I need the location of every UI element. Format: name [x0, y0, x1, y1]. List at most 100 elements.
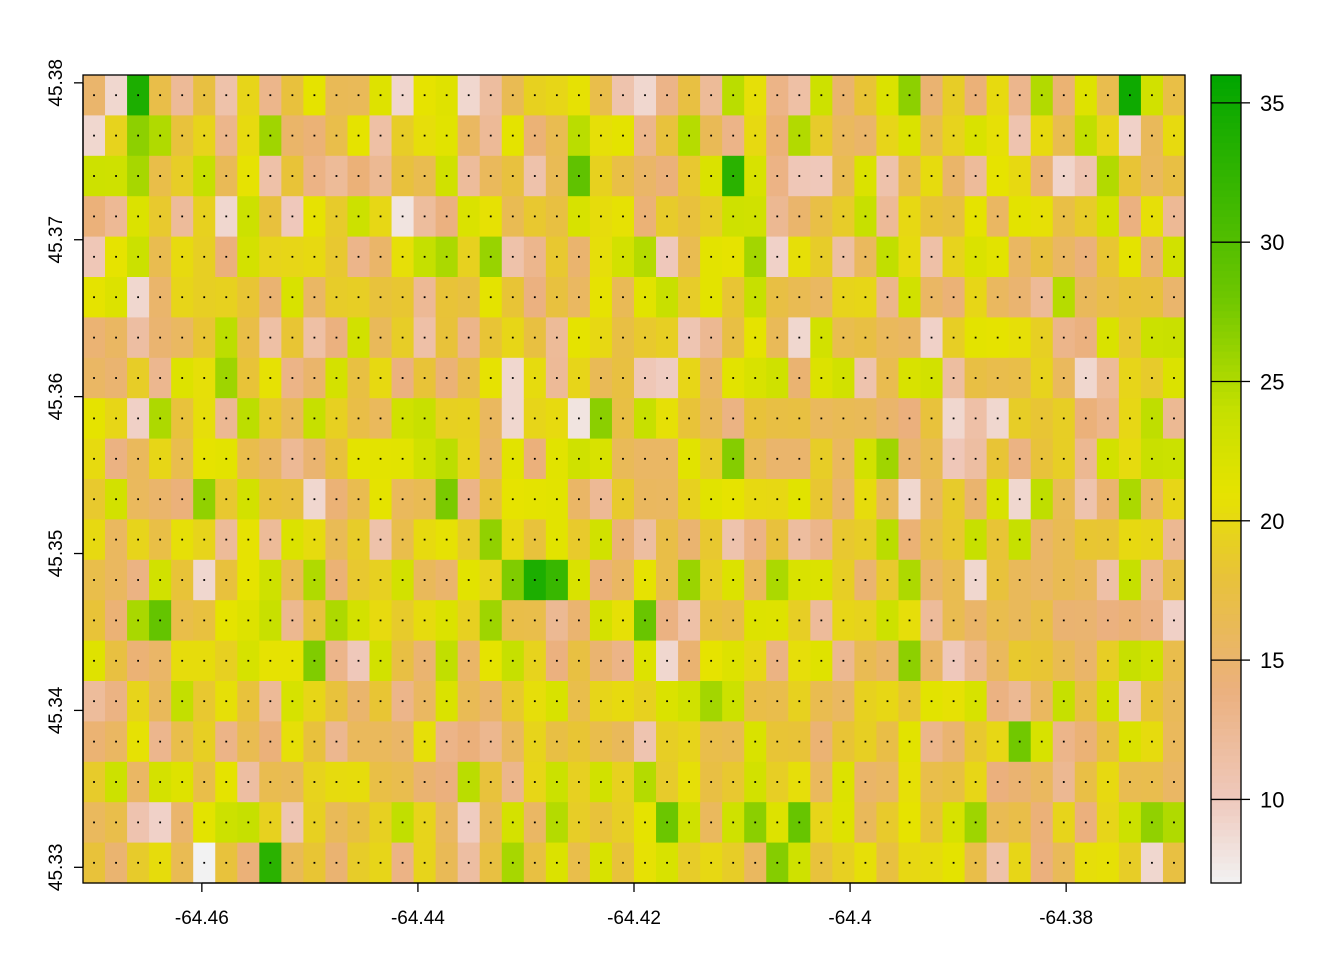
cell-center-dot	[115, 336, 117, 339]
cell-center-dot	[798, 94, 801, 97]
cell-center-dot	[115, 538, 117, 541]
cell-center-dot	[996, 861, 999, 864]
cell-center-dot	[776, 498, 779, 501]
cell-center-dot	[1084, 781, 1087, 783]
cell-center-dot	[335, 134, 338, 137]
cell-center-dot	[1173, 740, 1175, 743]
cell-center-dot	[1084, 457, 1087, 460]
cell-center-dot	[600, 538, 602, 541]
cell-center-dot	[930, 659, 933, 662]
cell-center-dot	[996, 700, 999, 703]
cell-center-dot	[401, 417, 404, 420]
legend-color-step	[1211, 404, 1241, 413]
cell-center-dot	[1106, 94, 1109, 97]
cell-center-dot	[489, 457, 492, 460]
cell-center-dot	[820, 619, 823, 622]
cell-center-dot	[357, 94, 360, 97]
cell-center-dot	[578, 417, 580, 420]
cell-center-dot	[225, 336, 228, 339]
cell-center-dot	[379, 134, 382, 137]
cell-center-dot	[401, 538, 404, 541]
cell-center-dot	[952, 538, 955, 541]
cell-center-dot	[555, 457, 558, 460]
cell-center-dot	[710, 457, 713, 460]
cell-center-dot	[467, 498, 470, 501]
cell-center-dot	[578, 175, 580, 177]
cell-center-dot	[820, 296, 823, 299]
cell-center-dot	[203, 94, 206, 97]
cell-center-dot	[1084, 579, 1087, 581]
legend-color-step	[1211, 485, 1241, 494]
cell-center-dot	[1084, 538, 1087, 541]
cell-center-dot	[93, 861, 95, 864]
cell-center-dot	[137, 579, 139, 581]
cell-center-dot	[864, 215, 867, 218]
cell-center-dot	[423, 700, 426, 703]
cell-center-dot	[401, 255, 404, 258]
cell-center-dot	[1018, 134, 1021, 137]
cell-center-dot	[996, 538, 999, 541]
cell-center-dot	[1129, 175, 1131, 177]
cell-center-dot	[842, 659, 845, 662]
cell-center-dot	[974, 215, 977, 218]
cell-center-dot	[1151, 861, 1153, 864]
cell-center-dot	[93, 740, 95, 743]
cell-center-dot	[159, 134, 162, 137]
legend-color-step	[1211, 694, 1241, 702]
cell-center-dot	[401, 861, 404, 864]
cell-center-dot	[1106, 659, 1109, 662]
cell-center-dot	[732, 417, 735, 420]
cell-center-dot	[974, 417, 977, 420]
cell-center-dot	[1018, 377, 1021, 379]
cell-center-dot	[467, 700, 470, 703]
cell-center-dot	[820, 821, 823, 824]
cell-center-dot	[776, 457, 779, 460]
cell-center-dot	[247, 659, 250, 662]
cell-center-dot	[159, 740, 162, 743]
cell-center-dot	[291, 781, 294, 783]
legend-color-step	[1211, 189, 1241, 197]
cell-center-dot	[908, 700, 911, 703]
cell-center-dot	[798, 377, 801, 379]
cell-center-dot	[357, 296, 360, 299]
cell-center-dot	[974, 296, 977, 299]
cell-center-dot	[688, 377, 690, 379]
cell-center-dot	[952, 417, 955, 420]
cell-center-dot	[291, 498, 294, 501]
cell-center-dot	[1018, 94, 1021, 97]
legend-color-step	[1211, 526, 1241, 534]
cell-center-dot	[1040, 619, 1043, 622]
cell-center-dot	[798, 619, 801, 622]
cell-center-dot	[489, 579, 492, 581]
cell-center-dot	[776, 659, 779, 662]
legend-color-step	[1211, 842, 1241, 850]
cell-center-dot	[335, 538, 338, 541]
cell-center-dot	[313, 94, 316, 97]
x-tick-label: -64.42	[607, 908, 661, 929]
cell-center-dot	[357, 740, 360, 743]
cell-center-dot	[710, 659, 713, 662]
cell-center-dot	[710, 417, 713, 420]
cell-center-dot	[600, 296, 602, 299]
cell-center-dot	[181, 175, 184, 177]
cell-center-dot	[996, 821, 999, 824]
cell-center-dot	[1084, 740, 1087, 743]
color-legend: 10 15 20 25 30 35	[1210, 74, 1284, 884]
cell-center-dot	[974, 861, 977, 864]
legend-color-step	[1211, 88, 1241, 96]
cell-center-dot	[908, 579, 911, 581]
cell-center-dot	[269, 175, 272, 177]
legend-color-step	[1211, 633, 1241, 642]
cell-center-dot	[732, 619, 735, 622]
cell-center-dot	[93, 134, 95, 137]
cell-center-dot	[886, 296, 889, 299]
cell-center-dot	[445, 538, 448, 541]
cell-center-dot	[820, 134, 823, 137]
cell-center-dot	[423, 175, 426, 177]
cell-center-dot	[666, 619, 668, 622]
cell-center-dot	[445, 255, 448, 258]
cell-center-dot	[1062, 417, 1065, 420]
cell-center-dot	[225, 740, 228, 743]
cell-center-dot	[886, 377, 889, 379]
